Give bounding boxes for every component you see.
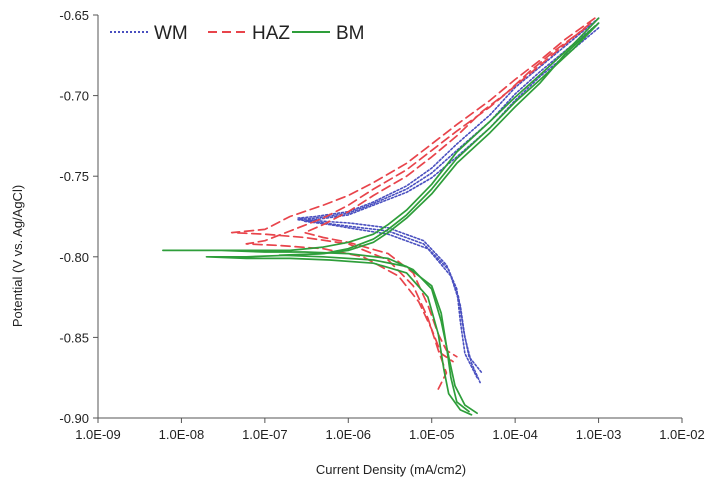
y-axis-title: Potential (V vs. Ag/AgCl) <box>10 185 25 327</box>
x-tick-label: 1.0E-09 <box>75 427 121 442</box>
legend-label-haz: HAZ <box>252 23 290 44</box>
legend: WM HAZ BM <box>110 23 365 44</box>
plot-area <box>162 17 600 416</box>
y-tick-label: -0.75 <box>59 169 89 184</box>
series-bm <box>162 17 600 416</box>
x-tick-label: 1.0E-08 <box>159 427 205 442</box>
series-bm-curve-2 <box>205 22 600 416</box>
series-bm-curve-1 <box>162 17 600 415</box>
series-haz-curve-1 <box>230 17 596 390</box>
x-tick-label: 1.0E-03 <box>576 427 622 442</box>
series-wm <box>297 17 600 384</box>
x-tick-label: 1.0E-05 <box>409 427 455 442</box>
x-axis-title: Current Density (mA/cm2) <box>316 462 466 477</box>
x-tick-label: 1.0E-06 <box>326 427 372 442</box>
x-tick-label: 1.0E-04 <box>492 427 538 442</box>
series-wm-curve-2 <box>297 22 600 374</box>
axes: 1.0E-09 1.0E-08 1.0E-07 1.0E-06 1.0E-05 1.0E-… <box>59 8 704 442</box>
y-tick-label: -0.65 <box>59 8 89 23</box>
y-tick-label: -0.80 <box>59 250 89 265</box>
series-haz-curve-2 <box>245 22 592 363</box>
y-tick-label: -0.85 <box>59 330 89 345</box>
legend-label-wm: WM <box>154 23 188 44</box>
legend-label-bm: BM <box>336 23 365 44</box>
series-haz-curve-3 <box>303 27 587 358</box>
x-tick-label: 1.0E-07 <box>242 427 288 442</box>
x-tick-label: 1.0E-02 <box>659 427 705 442</box>
series-bm-curve-3 <box>278 25 596 413</box>
series-wm-curve-3 <box>303 27 600 384</box>
series-haz <box>230 17 596 390</box>
y-tick-label: -0.70 <box>59 89 89 104</box>
y-tick-label: -0.90 <box>59 411 89 426</box>
